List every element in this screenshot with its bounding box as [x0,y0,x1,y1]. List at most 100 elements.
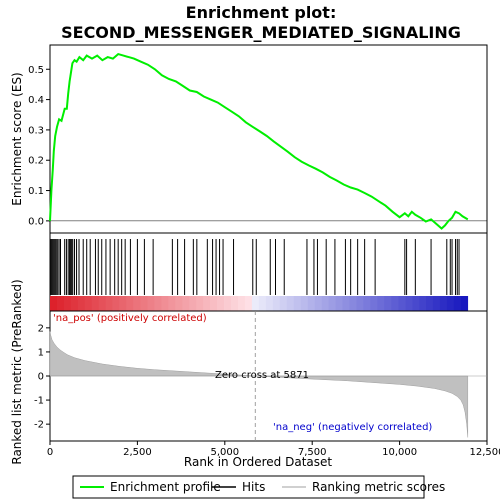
color-bar-segment [133,296,141,311]
color-bar-segment [432,296,441,311]
positive-correlation-label: 'na_pos' (positively correlated) [53,313,207,324]
x-tick-label: 7,500 [298,447,327,458]
x-axis: 0 2,500 5,000 7,500 10,000 12,500 [47,441,500,458]
color-bar-segment [203,296,211,311]
color-bar-segment [126,296,134,311]
negative-correlation-label: 'na_neg' (negatively correlated) [273,422,432,433]
color-bar-segment [84,296,93,311]
color-bar-segment [265,296,274,311]
ranking-y-tick-label: 0 [38,372,44,383]
color-bar-segment [356,296,364,311]
title-line-1: Enrichment plot: [186,3,337,22]
color-bar-segment [342,296,350,311]
color-bar-segment [196,296,204,311]
x-axis-label: Rank in Ordered Dataset [184,455,332,469]
color-bar-segment [363,296,371,311]
color-bar-segment [349,296,357,311]
color-bar-segment [77,296,86,311]
color-bar-segment [231,296,239,311]
color-bar-segment [272,296,281,311]
color-bar-segment [439,296,448,311]
color-bar-segment [419,296,427,311]
ranking-y-tick-label: 2 [38,323,44,334]
title-line-2: SECOND_MESSENGER_MEDIATED_SIGNALING [61,23,461,42]
es-y-axis-label: Enrichment score (ES) [10,72,24,205]
color-bar-segment [70,296,79,311]
color-bar-segment [217,296,225,311]
legend-label-2: Hits [242,480,265,494]
color-bar-segment [405,296,413,311]
ranking-y-axis-label: Ranked list metric (PreRanked) [10,279,24,464]
ranking-y-tick-label: -1 [34,396,44,407]
figure-title: Enrichment plot: SECOND_MESSENGER_MEDIAT… [61,3,461,42]
zero-cross-label: Zero cross at 5871 [215,370,309,381]
color-bar-segment [237,296,246,311]
color-bar-segment [105,296,113,311]
color-bar-segment [446,296,455,311]
x-tick-label: 12,500 [470,447,500,458]
es-y-tick-label: 0.0 [28,216,44,227]
ranking-color-bar [50,296,469,311]
es-y-tick-label: 0.3 [28,125,44,136]
es-y-axis: 0.0 0.1 0.2 0.3 0.4 0.5 [28,65,50,227]
x-tick-label: 5,000 [210,447,239,458]
x-tick-label: 10,000 [382,447,417,458]
color-bar-segment [147,296,155,311]
es-y-tick-label: 0.1 [28,186,44,197]
color-bar-segment [119,296,127,311]
color-bar-segment [460,296,469,311]
ranking-panel: 2 1 0 -1 -2 'na_pos' (positively correlated)… [10,279,488,465]
color-bar-segment [425,296,434,311]
color-bar-segment [224,296,232,311]
color-bar-segment [412,296,420,311]
color-bar-segment [98,296,107,311]
color-bar-segment [335,296,343,311]
color-bar-segment [391,296,399,311]
color-bar-segment [321,296,329,311]
legend-box [72,475,425,499]
color-bar-segment [161,296,169,311]
es-y-tick-label: 0.5 [28,65,44,76]
color-bar-segment [300,296,308,311]
color-bar-segment [328,296,336,311]
color-bar-segment [91,296,100,311]
legend-items: Enrichment profile Hits Ranking metric sco… [80,480,445,494]
color-bar-segment [189,296,197,311]
color-bar-segment [384,296,392,311]
color-bar-segment [210,296,218,311]
color-bar-segment [453,296,462,311]
color-bar-segment [244,296,253,311]
color-bar-segment [293,296,301,311]
es-y-tick-label: 0.2 [28,156,44,167]
x-tick-label: 0 [47,447,53,458]
enrichment-panel-frame [49,44,488,234]
color-bar-segment [175,296,183,311]
enrichment-profile-line [49,52,469,230]
color-bar-segment [112,296,120,311]
color-bar-segment [50,296,58,311]
color-bar-segment [140,296,148,311]
enrichment-panel: 0.0 0.1 0.2 0.3 0.4 0.5 Enrichment score (ES) [10,44,488,234]
color-bar-segment [398,296,406,311]
color-bar-segment [370,296,378,311]
color-bar-segment [258,296,267,311]
color-bar-segment [307,296,315,311]
color-bar-segment [314,296,322,311]
legend: Enrichment profile Hits Ranking metric sco… [72,475,445,499]
color-bar-segment [377,296,385,311]
ranking-y-tick-label: -2 [34,420,44,431]
legend-label-3: Ranking metric scores [312,480,445,494]
color-bar-segment [279,296,288,311]
es-y-tick-label: 0.4 [28,95,44,106]
color-bar-segment [286,296,295,311]
color-bar-segment [154,296,162,311]
hit-lines [50,239,460,295]
color-bar-segment [251,296,260,311]
color-bar-segment [168,296,176,311]
ranking-y-axis: 2 1 0 -1 -2 [34,323,50,431]
hits-panel [49,232,488,312]
legend-label-1: Enrichment profile [110,480,221,494]
color-bar-segment [56,296,65,311]
ranking-y-tick-label: 1 [38,347,44,358]
